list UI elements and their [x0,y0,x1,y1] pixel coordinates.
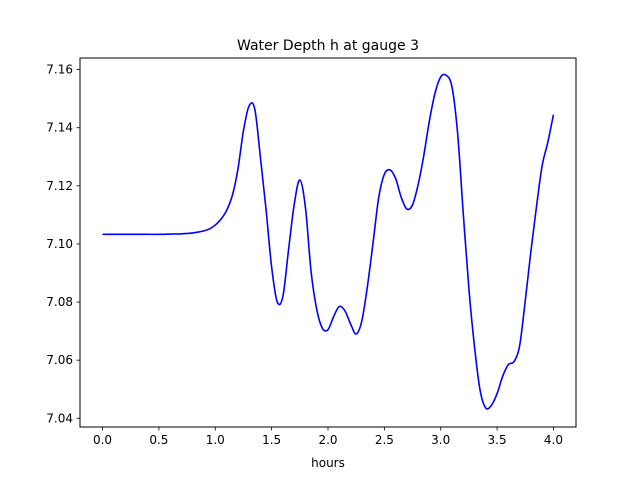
y-tick-label: 7.14 [46,121,73,135]
x-tick-label: 4.0 [544,433,563,447]
plot-frame [79,57,577,428]
x-tick-label: 1.0 [206,433,225,447]
y-tick-label: 7.04 [46,411,73,425]
chart-title: Water Depth h at gauge 3 [237,38,419,54]
x-axis-label: hours [311,456,345,470]
y-tick-label: 7.12 [46,179,73,193]
y-tick-label: 7.06 [46,353,73,367]
x-tick-label: 0.5 [149,433,168,447]
x-tick-label: 1.5 [262,433,281,447]
x-tick-label: 3.0 [431,433,450,447]
axes-layer: 0.0 0.5 1.0 1.5 2.0 2.5 3.0 3.5 4.0 7.04 7.06 7.08 7… [46,63,563,447]
x-tick-label: 2.5 [375,433,394,447]
y-tick-label: 7.16 [46,63,73,77]
x-tick-label: 3.5 [488,433,507,447]
series-line [102,73,555,410]
x-tick-label: 2.0 [318,433,337,447]
y-tick-label: 7.10 [46,237,73,251]
y-tick-label: 7.08 [46,295,73,309]
series-layer [102,73,555,410]
x-tick-label: 0.0 [93,433,112,447]
